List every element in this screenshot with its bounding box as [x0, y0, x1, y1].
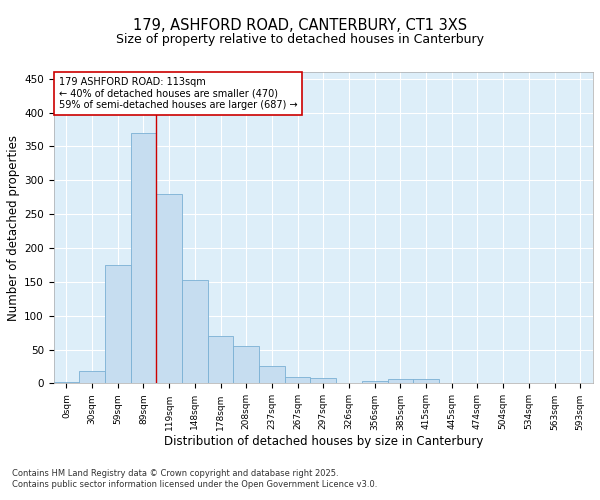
X-axis label: Distribution of detached houses by size in Canterbury: Distribution of detached houses by size … [164, 435, 483, 448]
Bar [285, 376, 310, 384]
Bar [362, 382, 388, 384]
Text: 179, ASHFORD ROAD, CANTERBURY, CT1 3XS: 179, ASHFORD ROAD, CANTERBURY, CT1 3XS [133, 18, 467, 32]
Bar [105, 265, 131, 384]
Bar [53, 382, 79, 384]
Text: Size of property relative to detached houses in Canterbury: Size of property relative to detached ho… [116, 32, 484, 46]
Text: Contains public sector information licensed under the Open Government Licence v3: Contains public sector information licen… [12, 480, 377, 489]
Bar [131, 133, 157, 384]
Bar [310, 378, 336, 384]
Bar [157, 194, 182, 384]
Text: 179 ASHFORD ROAD: 113sqm
← 40% of detached houses are smaller (470)
59% of semi-: 179 ASHFORD ROAD: 113sqm ← 40% of detach… [59, 76, 298, 110]
Text: Contains HM Land Registry data © Crown copyright and database right 2025.: Contains HM Land Registry data © Crown c… [12, 468, 338, 477]
Bar [79, 371, 105, 384]
Bar [388, 380, 413, 384]
Bar [182, 280, 208, 384]
Bar [208, 336, 233, 384]
Y-axis label: Number of detached properties: Number of detached properties [7, 134, 20, 320]
Bar [233, 346, 259, 384]
Bar [259, 366, 285, 384]
Bar [413, 380, 439, 384]
